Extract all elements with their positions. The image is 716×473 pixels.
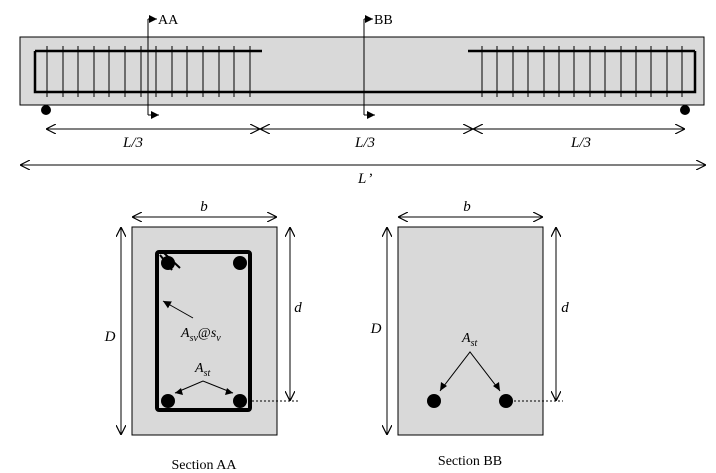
stirrups-right — [481, 46, 683, 97]
section-bb-leader-arrowhead-right — [493, 382, 500, 391]
section-aa-caption: Section AA — [172, 458, 238, 473]
section-bb-marker: BB — [374, 13, 393, 28]
section-aa-marker: AA — [158, 13, 179, 28]
section-bb: b D d Ast Section BB — [370, 199, 570, 469]
section-aa-stirrup — [155, 250, 252, 412]
section-aa-leader-arrowhead-right — [225, 388, 233, 395]
beam-elevation: AA BB L/3 L/3 L/3 L’ — [19, 13, 706, 187]
section-bb-leader-arrowhead-left — [440, 382, 447, 391]
beam-body — [19, 36, 705, 106]
section-bb-concrete — [397, 226, 544, 436]
span-label-1: L/3 — [122, 135, 143, 151]
section-bb-overall-depth-label: D — [370, 321, 382, 337]
span-label-3: L/3 — [570, 135, 591, 151]
right-support — [680, 105, 690, 115]
section-bb-depth-label: d — [561, 300, 569, 316]
section-cut-bb: BB — [363, 13, 393, 119]
section-aa-depth-label: d — [294, 300, 302, 316]
section-aa: b D d Asv@sv Ast Section AA — [104, 199, 303, 473]
section-bb-caption: Section BB — [438, 454, 502, 469]
main-bar — [33, 51, 697, 94]
section-bb-width-label: b — [463, 199, 471, 215]
section-aa-tension-steel-leaders — [174, 380, 234, 394]
section-aa-top-bar-left — [161, 256, 175, 270]
total-span-label: L’ — [357, 171, 373, 187]
left-support — [41, 105, 51, 115]
section-aa-bottom-bar-right — [233, 394, 247, 408]
span-label-2: L/3 — [354, 135, 375, 151]
section-aa-tension-steel-label: Ast — [194, 361, 210, 379]
section-bb-tension-steel-leaders — [439, 351, 501, 392]
section-bb-bottom-bar-right — [499, 394, 513, 408]
section-aa-leader-arrowhead-left — [175, 388, 183, 395]
section-aa-top-bar-right — [233, 256, 247, 270]
section-bb-bottom-bar-left — [427, 394, 441, 408]
section-aa-stirrup-label: Asv@sv — [180, 326, 221, 344]
section-aa-stirrup-leader — [162, 300, 194, 319]
section-cut-aa: AA — [147, 13, 179, 119]
stirrups-left — [46, 46, 251, 97]
section-aa-width-label: b — [200, 199, 208, 215]
section-aa-bottom-bar-left — [161, 394, 175, 408]
section-aa-overall-depth-label: D — [104, 329, 116, 345]
section-bb-tension-steel-label: Ast — [461, 331, 477, 349]
span-dimensions — [20, 129, 706, 165]
